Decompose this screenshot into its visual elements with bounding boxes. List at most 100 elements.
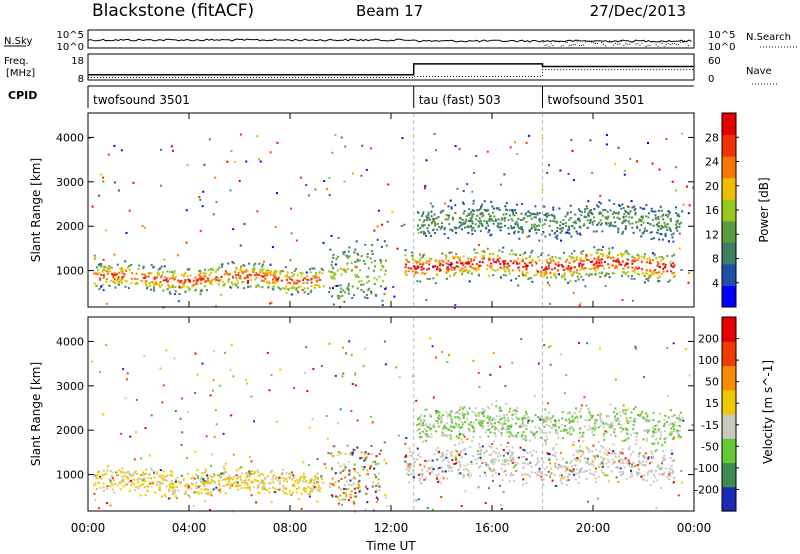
scatter-point [232,228,235,231]
scatter-point [359,457,362,460]
scatter-point [351,297,354,299]
scatter-point [572,256,575,259]
scatter-point [485,449,488,452]
scatter-point [380,449,382,452]
scatter-point [293,387,296,390]
scatter-point [404,456,407,459]
scatter-point [468,407,471,410]
scatter-point [522,478,525,481]
scatter-point [575,269,578,272]
scatter-point [473,267,476,270]
scatter-point [625,432,628,435]
scatter-point [345,480,348,483]
scatter-point [479,423,482,426]
scatter-point [481,461,484,464]
scatter-point [611,272,614,275]
scatter-point [200,477,203,480]
scatter-point [491,460,494,463]
scatter-point [464,453,467,456]
scatter-point [422,422,425,425]
scatter-point [189,279,192,282]
scatter-point [644,272,647,275]
scatter-point [408,447,411,450]
scatter-point [511,446,514,449]
scatter-point [448,469,451,472]
scatter-point [588,274,591,277]
scatter-point [579,410,581,413]
scatter-point [367,288,370,291]
scatter-point [564,272,567,275]
scatter-point [246,483,249,486]
scatter-point [319,279,322,281]
scatter-point [600,445,603,448]
scatter-point [414,461,416,464]
scatter-point [419,280,422,283]
scatter-point [604,285,607,287]
scatter-point [645,204,648,207]
scatter-point [479,208,482,210]
scatter-point [585,257,588,259]
scatter-point [645,215,648,218]
scatter-point [275,277,278,280]
scatter-point [526,271,529,274]
scatter-point [214,279,217,282]
scatter-point [371,485,374,488]
scatter-point [628,212,631,215]
scatter-point [283,492,286,494]
scatter-point [532,213,535,215]
scatter-point [460,223,463,226]
scatter-point [604,209,607,211]
scatter-point [522,424,525,427]
scatter-point [494,269,497,272]
scatter-point [617,258,620,261]
scatter-point [502,470,505,473]
scatter-point [475,462,478,465]
scatter-point [448,251,451,254]
scatter-point [473,430,476,433]
scatter-point [357,480,360,483]
scatter-point [528,256,531,259]
scatter-point [256,210,259,213]
scatter-point [549,345,552,348]
scatter-point [576,468,579,471]
scatter-point [431,508,434,511]
scatter-point [351,383,354,385]
scatter-point [491,443,494,446]
scatter-point [407,270,410,273]
scatter-point [600,414,602,417]
colorbar-segment [722,263,736,286]
scatter-point [178,284,181,287]
scatter-point [620,254,623,256]
scatter-point [599,194,602,197]
scatter-point [516,262,519,265]
scatter-point [545,215,548,218]
scatter-point [150,477,152,480]
scatter-point [524,265,527,268]
scatter-point [268,271,270,274]
scatter-point [438,479,440,482]
scatter-point [467,225,470,228]
scatter-point [229,189,232,192]
scatter-point [260,480,263,483]
scatter-point [596,264,599,267]
scatter-point [504,418,507,421]
scatter-point [626,252,629,255]
scatter-point [347,292,350,295]
scatter-point [666,270,669,273]
scatter-point [340,273,343,276]
scatter-point [600,469,603,472]
colorbar-segment [722,365,736,391]
scatter-point [520,226,523,229]
scatter-point [482,425,485,428]
scatter-point [203,488,206,491]
scatter-point [123,273,126,276]
scatter-point [594,427,597,430]
scatter-point [258,273,260,276]
scatter-point [337,451,340,453]
scatter-point [687,281,690,284]
scatter-point [508,431,511,433]
scatter-point [229,487,232,489]
scatter-point [91,205,94,208]
scatter-point [603,473,606,476]
scatter-point [604,422,607,425]
